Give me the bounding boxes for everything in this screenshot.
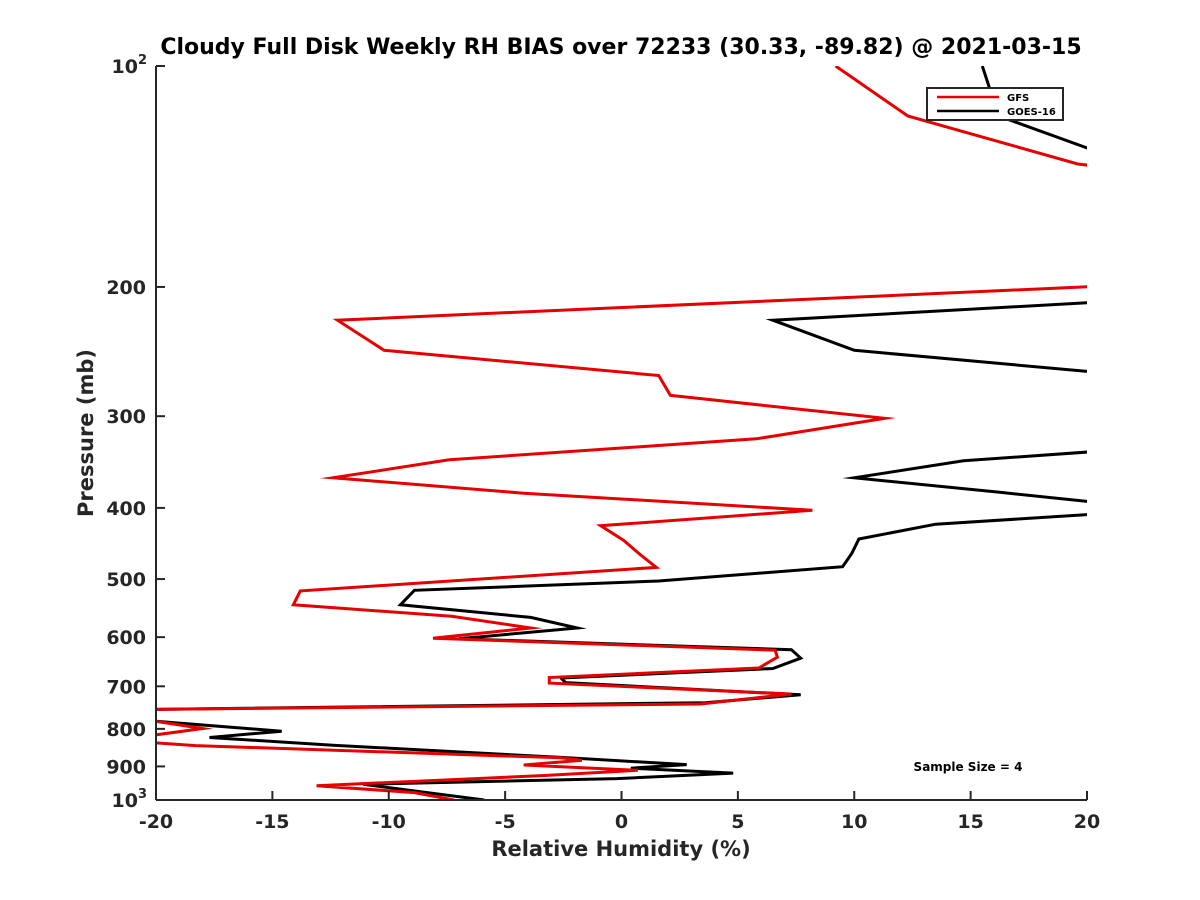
sample-size-annotation: Sample Size = 4: [914, 760, 1023, 774]
x-axis-label: Relative Humidity (%): [491, 837, 750, 861]
ticks-layer: -20 -15 -10 -5 0 5 10 15 20 102 200 300 400 500 600 700…: [106, 53, 1100, 833]
x-tick-label: -5: [495, 811, 516, 833]
x-tick-label: -10: [372, 811, 406, 833]
y-tick-label: 600: [106, 627, 146, 649]
y-axis-label: Pressure (mb): [74, 349, 98, 517]
chart-title: Cloudy Full Disk Weekly RH BIAS over 722…: [160, 35, 1081, 60]
x-tick-label: 10: [841, 811, 867, 833]
legend-label: GOES-16: [1007, 107, 1056, 118]
legend: GFS GOES-16: [926, 87, 1064, 121]
x-tick-label: 20: [1074, 811, 1100, 833]
y-tick-label: 200: [106, 277, 146, 299]
x-tick-label: 0: [615, 811, 628, 833]
y-tick-label: 103: [112, 787, 148, 812]
series-layer: [156, 66, 1087, 800]
y-tick-label: 102: [112, 53, 148, 78]
legend-label: GFS: [1007, 93, 1029, 104]
series-line-gfs: [156, 66, 1087, 800]
x-tick-label: 15: [957, 811, 983, 833]
y-tick-label: 500: [106, 569, 146, 591]
y-tick-label: 900: [106, 756, 146, 778]
y-tick-label: 800: [106, 719, 146, 741]
series-line-goes-16: [156, 66, 1087, 800]
axes-layer: [155, 66, 1087, 801]
legend-box: [926, 87, 1064, 121]
x-tick-label: -20: [139, 811, 173, 833]
x-tick-label: -15: [255, 811, 289, 833]
y-tick-label: 300: [106, 406, 146, 428]
x-tick-label: 5: [731, 811, 744, 833]
y-tick-label: 700: [106, 676, 146, 698]
y-tick-label: 400: [106, 498, 146, 520]
